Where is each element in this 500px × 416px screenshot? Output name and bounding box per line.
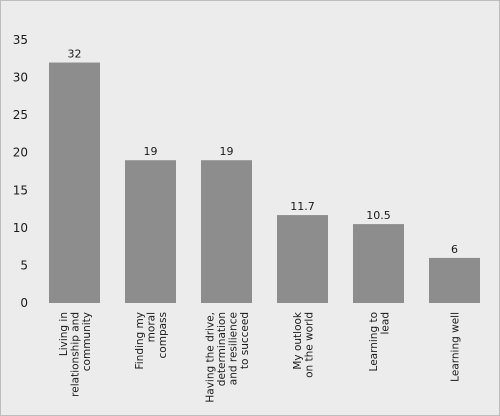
x-tick-label: Learning well <box>450 312 462 382</box>
bar <box>353 224 404 303</box>
bar <box>125 160 176 303</box>
bar <box>277 215 328 303</box>
x-tick-label-line: and resilience <box>227 312 239 385</box>
x-tick-label: Finding my moral compass <box>134 312 169 370</box>
y-tick-label: 35 <box>13 33 28 47</box>
x-tick-label-line: on the world <box>303 312 315 378</box>
x-tick-label: Having the drive, determination and resili… <box>204 312 251 403</box>
bar <box>429 257 480 303</box>
y-tick-label: 10 <box>13 221 28 235</box>
x-tick-label-line: Learning to <box>368 312 380 371</box>
x-tick-label: Learning to lead <box>368 312 392 371</box>
x-tick-label: My outlook on the world <box>292 311 316 378</box>
y-tick-label: 0 <box>20 296 28 310</box>
data-label: 19 <box>144 145 158 158</box>
bar <box>49 62 100 303</box>
x-tick-label-line: to succeed <box>239 312 251 369</box>
y-tick-label: 30 <box>13 71 28 85</box>
x-tick-label-line: moral <box>146 312 158 342</box>
y-tick-label: 5 <box>20 258 28 272</box>
x-tick-label-line: lead <box>379 312 391 334</box>
x-tick-label-line: compass <box>157 312 169 358</box>
x-tick-label-line: Living in <box>58 312 70 356</box>
x-tick-label-line: My outlook <box>292 311 304 370</box>
x-tick-label-line: determination <box>216 312 228 386</box>
y-tick-label: 15 <box>13 183 28 197</box>
x-tick-label-line: relationship and <box>70 312 82 397</box>
x-tick-label: Living in relationship and community <box>58 312 93 397</box>
data-label: 19 <box>220 145 234 158</box>
data-label: 32 <box>68 48 82 61</box>
x-tick-label-line: Having the drive, <box>204 312 216 403</box>
x-tick-label-line: community <box>81 312 93 371</box>
x-tick-label-line: Learning well <box>450 312 462 382</box>
y-tick-label: 25 <box>13 108 28 122</box>
data-label: 11.7 <box>290 200 315 213</box>
bar <box>201 160 252 303</box>
y-tick-label: 20 <box>13 146 28 160</box>
x-tick-label-line: Finding my <box>134 312 146 370</box>
data-label: 10.5 <box>366 209 391 222</box>
data-label: 6 <box>451 243 458 256</box>
